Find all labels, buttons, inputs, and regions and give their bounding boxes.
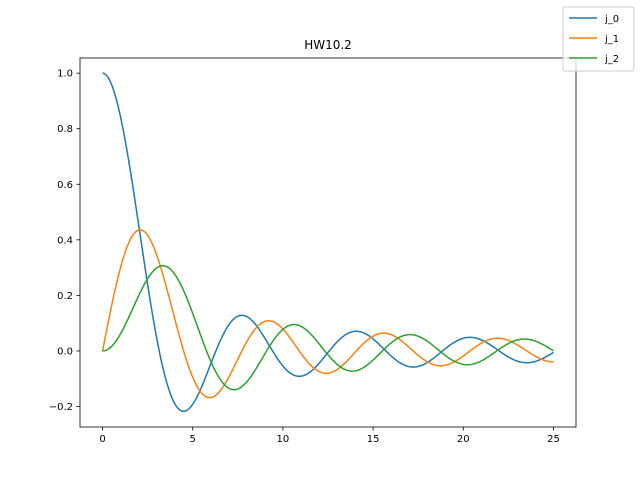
legend: j_0 j_1 j_2 [562, 6, 635, 72]
chart-title: HW10.2 [304, 38, 352, 52]
legend-label-j_1: j_1 [604, 34, 619, 45]
legend-label-j_0: j_0 [604, 14, 619, 25]
x-tick-label: 0 [99, 434, 105, 445]
x-tick-label: 10 [277, 434, 290, 445]
x-tick-label: 20 [457, 434, 470, 445]
axes-background [80, 58, 576, 427]
series-line-j_1 [101, 229, 554, 399]
y-tick-label: 0.0 [57, 346, 73, 357]
y-tick-label: 0.6 [57, 180, 73, 191]
series-line-j_0 [102, 72, 554, 413]
axes-frame [79, 57, 577, 428]
x-tick-label: 15 [367, 434, 380, 445]
legend-label-j_2: j_2 [604, 54, 619, 65]
x-tick-label: 5 [190, 434, 196, 445]
y-axis: −0.2 0.0 0.2 0.4 0.6 0.8 1.0 [49, 69, 80, 413]
y-tick-label: −0.2 [49, 402, 73, 413]
y-tick-label: 0.8 [57, 124, 73, 135]
y-tick-label: 1.0 [57, 69, 73, 80]
x-axis: 0 5 10 15 20 25 [99, 427, 560, 445]
x-tick-label: 25 [547, 434, 560, 445]
series-line-j_2 [102, 264, 554, 391]
y-tick-label: 0.2 [57, 291, 73, 302]
series-layer [101, 72, 554, 413]
legend-box [562, 6, 635, 72]
y-tick-label: 0.4 [57, 235, 73, 246]
